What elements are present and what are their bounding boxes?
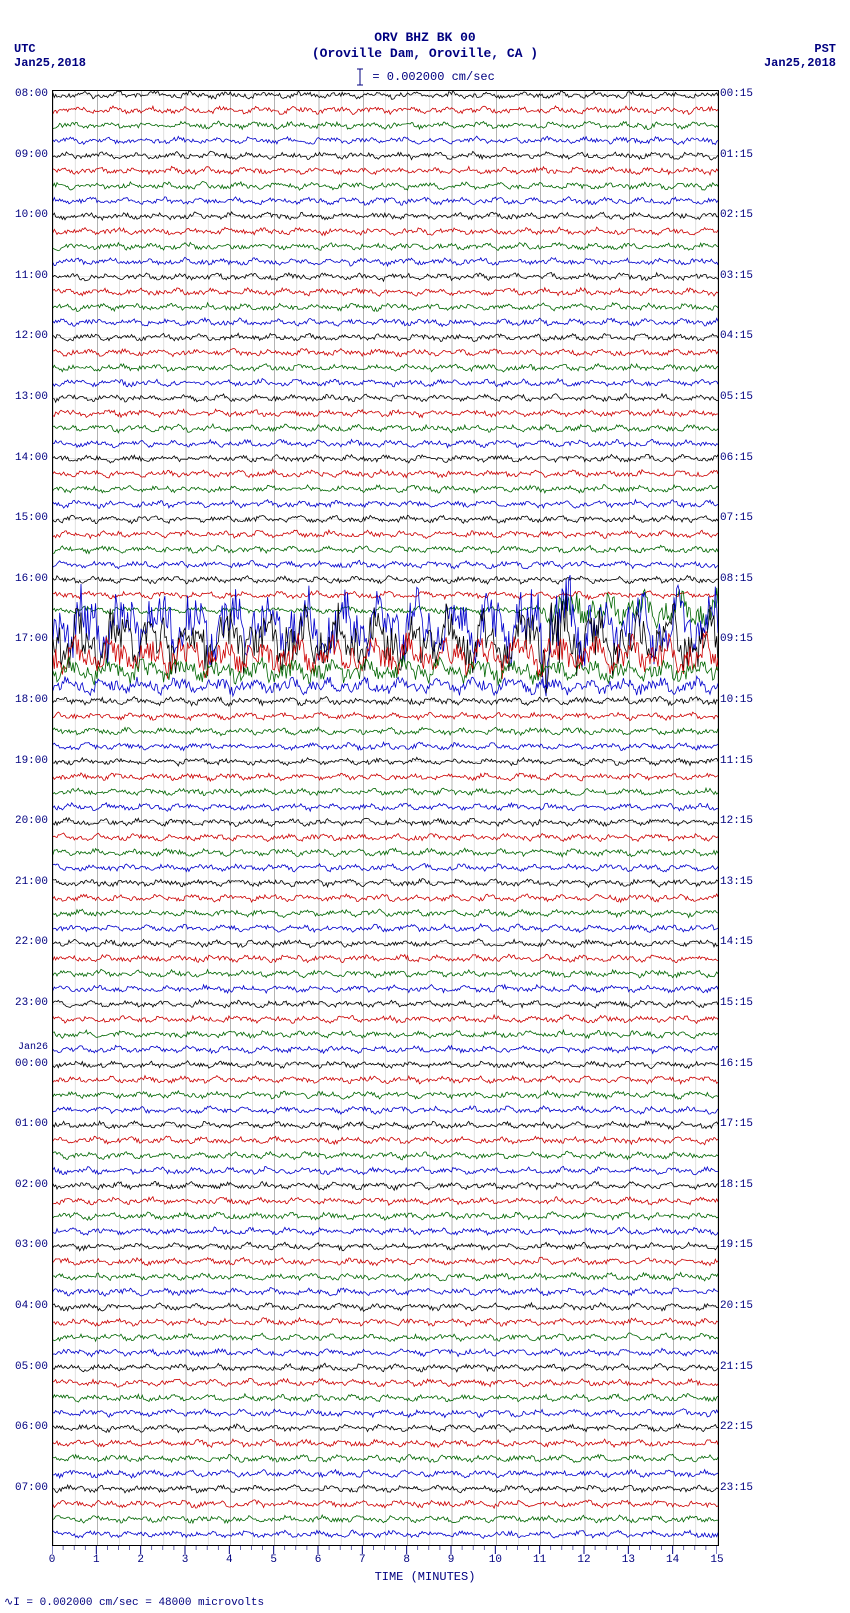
- pst-time-label: 09:15: [720, 633, 753, 645]
- right-timezone-block: PST Jan25,2018: [764, 42, 836, 70]
- pst-time-label: 12:15: [720, 815, 753, 827]
- plot-area: [52, 90, 719, 1546]
- right-tz: PST: [764, 42, 836, 56]
- utc-time-label: 07:00: [0, 1482, 48, 1494]
- utc-time-label: 23:00: [0, 997, 48, 1009]
- pst-time-label: 05:15: [720, 391, 753, 403]
- utc-time-label: 18:00: [0, 694, 48, 706]
- station-code: ORV BHZ BK 00: [0, 30, 850, 45]
- pst-time-label: 11:15: [720, 755, 753, 767]
- pst-time-label: 13:15: [720, 876, 753, 888]
- pst-time-label: 23:15: [720, 1482, 753, 1494]
- utc-time-label: Jan26: [0, 1042, 48, 1053]
- utc-time-label: 21:00: [0, 876, 48, 888]
- pst-time-label: 15:15: [720, 997, 753, 1009]
- utc-time-label: 05:00: [0, 1361, 48, 1373]
- pst-time-label: 22:15: [720, 1421, 753, 1433]
- footer-symbol: ∿I: [4, 1597, 20, 1609]
- pst-time-label: 19:15: [720, 1239, 753, 1251]
- pst-time-label: 16:15: [720, 1058, 753, 1070]
- pst-time-label: 17:15: [720, 1118, 753, 1130]
- utc-time-label: 04:00: [0, 1300, 48, 1312]
- station-location: (Oroville Dam, Oroville, CA ): [0, 46, 850, 61]
- pst-time-label: 02:15: [720, 209, 753, 221]
- utc-time-label: 14:00: [0, 452, 48, 464]
- utc-time-label: 15:00: [0, 512, 48, 524]
- pst-time-label: 07:15: [720, 512, 753, 524]
- pst-time-label: 10:15: [720, 694, 753, 706]
- utc-time-label: 01:00: [0, 1118, 48, 1130]
- footer-text: = 0.002000 cm/sec = 48000 microvolts: [20, 1597, 264, 1609]
- pst-time-label: 21:15: [720, 1361, 753, 1373]
- pst-time-label: 20:15: [720, 1300, 753, 1312]
- scale-label: = 0.002000 cm/sec: [0, 68, 850, 86]
- pst-time-label: 00:15: [720, 88, 753, 100]
- pst-time-label: 01:15: [720, 149, 753, 161]
- scale-bar-icon: [355, 68, 365, 86]
- utc-time-label: 12:00: [0, 330, 48, 342]
- scale-value: = 0.002000 cm/sec: [365, 70, 495, 84]
- utc-time-label: 17:00: [0, 633, 48, 645]
- pst-time-label: 14:15: [720, 936, 753, 948]
- utc-time-label: 00:00: [0, 1058, 48, 1070]
- left-tz: UTC: [14, 42, 86, 56]
- utc-time-label: 22:00: [0, 936, 48, 948]
- pst-time-label: 06:15: [720, 452, 753, 464]
- utc-time-label: 08:00: [0, 88, 48, 100]
- right-date: Jan25,2018: [764, 56, 836, 70]
- utc-time-label: 13:00: [0, 391, 48, 403]
- utc-time-label: 06:00: [0, 1421, 48, 1433]
- utc-time-label: 19:00: [0, 755, 48, 767]
- utc-time-label: 20:00: [0, 815, 48, 827]
- footer-scale: ∿I = 0.002000 cm/sec = 48000 microvolts: [4, 1595, 264, 1609]
- pst-time-label: 03:15: [720, 270, 753, 282]
- utc-time-label: 16:00: [0, 573, 48, 585]
- left-time-labels: 08:00 09:00 10:00 11:00 12:00 13:00 14:00 15:00…: [0, 90, 50, 1544]
- seismogram-container: ORV BHZ BK 00 (Oroville Dam, Oroville, C…: [0, 0, 850, 1613]
- x-axis-title: TIME (MINUTES): [0, 1570, 850, 1584]
- utc-time-label: 09:00: [0, 149, 48, 161]
- pst-time-label: 08:15: [720, 573, 753, 585]
- seismogram-svg: [53, 91, 718, 1545]
- left-timezone-block: UTC Jan25,2018: [14, 42, 86, 70]
- utc-time-label: 11:00: [0, 270, 48, 282]
- utc-time-label: 10:00: [0, 209, 48, 221]
- pst-time-label: 18:15: [720, 1179, 753, 1191]
- left-date: Jan25,2018: [14, 56, 86, 70]
- utc-time-label: 03:00: [0, 1239, 48, 1251]
- pst-time-label: 04:15: [720, 330, 753, 342]
- utc-time-label: 02:00: [0, 1179, 48, 1191]
- right-time-labels: 00:15 01:15 02:15 03:15 04:15 05:15 06:15 07:15…: [720, 90, 840, 1544]
